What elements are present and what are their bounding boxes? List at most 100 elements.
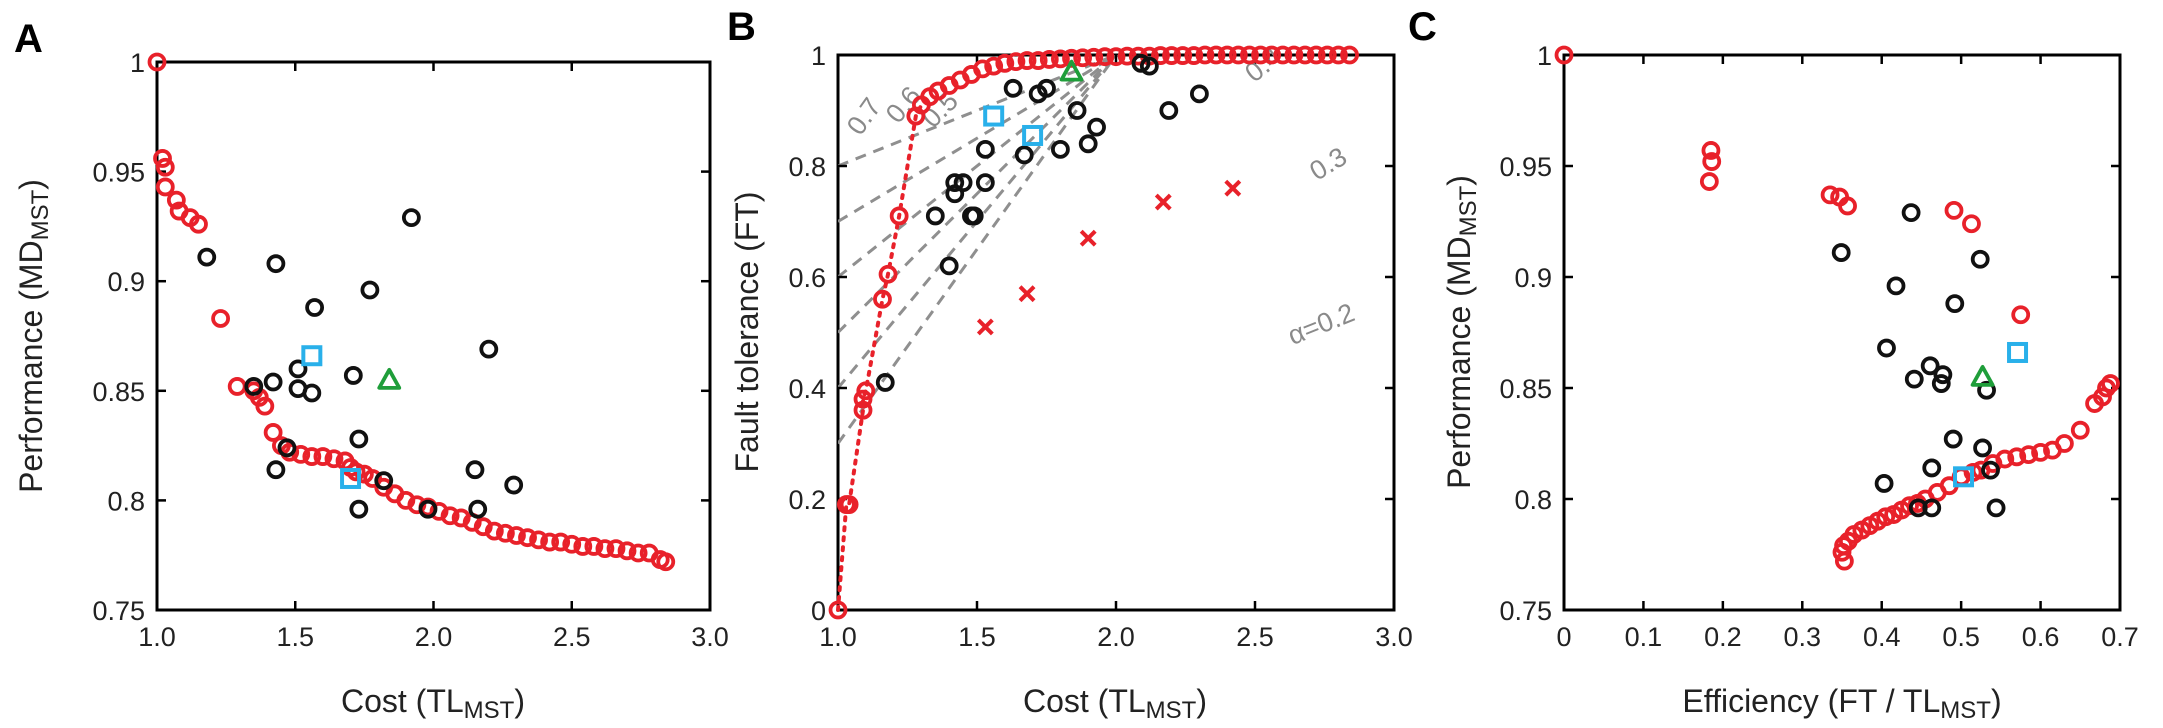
x-tick-label-b-2: 2.0 [1097,622,1135,652]
y-tick-label-b-4: 0.8 [788,152,826,182]
point-a-0-12 [255,396,275,416]
point-a-0-31 [440,506,460,526]
point-c-0-19 [2007,447,2027,467]
x-axis-label-c-end: ) [1991,683,2002,719]
panel-letter-a: A [14,17,43,61]
point-b-0-5 [856,381,876,401]
point-a-0-9 [227,377,247,396]
point-a-0-36 [495,523,515,543]
x-tick-label-a-4: 3.0 [691,622,729,652]
point-a-0-17 [302,447,322,466]
point-c-1-1 [1901,203,1921,223]
point-a-1-20 [504,475,524,495]
x-tick-label-b-4: 3.0 [1375,622,1413,652]
point-a-0-47 [617,541,637,561]
point-a-1-1 [244,377,264,396]
point-a-0-1 [153,149,172,168]
point-a-0-4 [166,190,186,210]
point-b-0-19 [1006,52,1026,72]
point-b-0-24 [1062,48,1081,68]
x-tick-label-c-7: 0.7 [2101,622,2139,652]
point-b-1-13 [1037,78,1056,98]
x-tick-label-c-3: 0.3 [1784,622,1822,652]
y-tick-label-b-2: 0.4 [788,374,826,404]
point-a-0-3 [155,177,175,197]
point-c-0-8 [1962,214,1981,234]
point-a-0-38 [518,528,537,548]
point-a-0-19 [324,449,344,469]
marks-c [1554,45,2120,571]
y-tick-label-a-3: 0.9 [107,267,145,297]
point-b-1-9 [975,173,995,193]
point-a-0-41 [551,532,571,552]
point-a-3-0 [377,367,402,390]
point-c-1-12 [1973,438,1992,458]
point-a-1-6 [288,359,308,379]
panel-b: B 1.0 1.5 2.0 2.5 3.0 0 0.2 0.4 0.6 0.8 1 α=0.2 0.3… [727,5,1413,724]
point-b-0-26 [1084,47,1104,67]
point-c-1-18 [1986,498,2006,518]
point-b-0-42 [1262,45,1282,65]
point-b-1-20 [1159,101,1179,120]
point-b-1-19 [1139,56,1159,76]
point-b-0-32 [1151,46,1170,65]
y-axis-label-c: Performance (MDMST) [1441,175,1482,489]
point-c-0-2 [1702,152,1722,171]
point-b-0-43 [1273,45,1293,65]
point-c-0-1 [1701,141,1721,160]
point-a-0-2 [155,157,175,177]
x-axis-label-a-end: ) [514,683,525,719]
point-c-1-4 [1945,294,1965,314]
point-b-2-1 [1022,124,1044,146]
point-b-0-49 [1340,45,1359,65]
point-a-0-37 [507,526,526,545]
point-c-3-0 [1970,364,1995,387]
point-a-0-7 [189,214,208,234]
y-axis-label-a-sub: MST [27,189,54,240]
y-tick-label-b-5: 1 [811,41,826,71]
y-tick-label-a-0: 0.75 [92,596,145,626]
point-a-1-15 [401,208,421,228]
point-a-1-4 [266,460,286,480]
ticks-c [1562,53,2122,612]
point-b-0-16 [973,59,992,79]
point-b-0-23 [1051,49,1070,69]
y-axis-label-a: Performance (MDMST) [13,179,54,493]
point-a-1-8 [302,383,322,403]
point-a-1-10 [343,366,363,385]
point-b-0-0 [828,600,848,620]
tick-labels-c: 0 0.1 0.2 0.3 0.4 0.5 0.6 0.7 0.75 0.8 0.85 0.9 0.95… [1499,41,2138,652]
point-b-0-38 [1217,45,1237,65]
point-b-1-10 [1003,78,1023,98]
alpha-line-0 [838,55,1121,168]
point-c-0-31 [1884,505,1904,524]
point-b-0-45 [1295,45,1315,65]
point-c-0-6 [1838,196,1857,216]
point-b-1-8 [975,139,995,159]
point-b-0-47 [1317,45,1337,65]
point-a-1-19 [479,339,499,359]
point-c-0-14 [2070,420,2090,440]
point-c-0-16 [2043,440,2062,460]
y-tick-label-b-1: 0.2 [788,485,826,515]
point-c-1-17 [1922,498,1942,518]
marks-b: α=0.20.30.40.50.60.7 [828,41,1359,620]
point-b-0-36 [1195,45,1215,65]
point-b-0-40 [1240,45,1259,65]
alpha-label-0: α=0.2 [1284,297,1359,350]
y-tick-label-c-5: 1 [1537,41,1552,71]
x-tick-label-c-2: 0.2 [1704,622,1742,652]
y-tick-label-c-2: 0.85 [1499,374,1552,404]
y-axis-label-b: Fault tolerance (FT) [729,192,765,473]
y-tick-label-b-0: 0 [811,596,826,626]
x-tick-label-c-1: 0.1 [1625,622,1663,652]
point-b-0-18 [995,53,1015,73]
point-a-0-8 [211,309,230,328]
point-a-2-1 [340,467,362,489]
alpha-label-5: 0.7 [841,92,887,140]
point-b-1-21 [1190,84,1209,104]
plot-frame-c [1562,53,2122,612]
point-b-0-3 [853,400,873,420]
x-axis-label-a-main: Cost (TL [341,683,464,719]
point-b-0-21 [1028,51,1048,70]
